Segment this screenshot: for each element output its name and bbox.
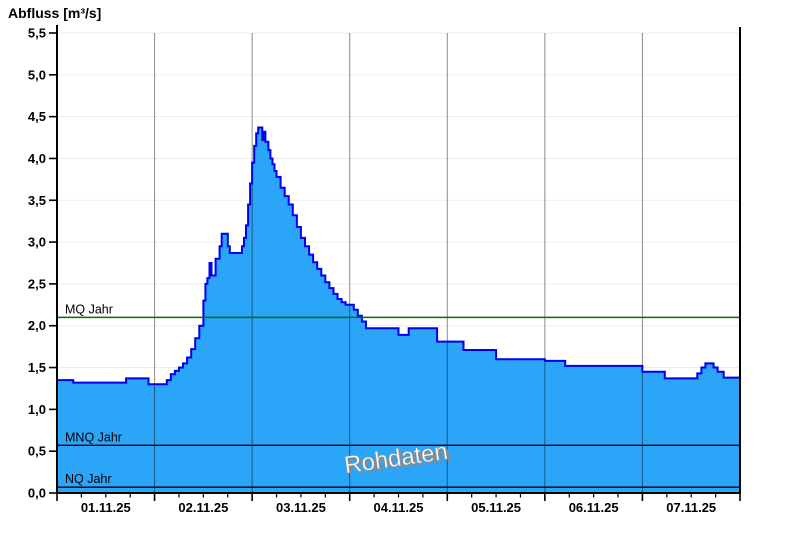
y-tick-label: 5,0 xyxy=(28,67,46,82)
x-tick-label: 02.11.25 xyxy=(178,500,228,515)
y-tick-label: 3,0 xyxy=(28,235,46,250)
discharge-area xyxy=(57,127,740,493)
y-tick-label: 2,0 xyxy=(28,318,46,333)
y-tick-label: 2,5 xyxy=(28,276,46,291)
y-tick-label: 4,0 xyxy=(28,151,46,166)
nq-reference-label: NQ Jahr xyxy=(65,472,112,486)
y-tick-label: 0,0 xyxy=(28,486,46,501)
y-tick-label: 1,5 xyxy=(28,360,46,375)
x-tick-label: 07.11.25 xyxy=(666,500,716,515)
y-tick-label: 0,5 xyxy=(28,444,46,459)
mq-reference-label: MQ Jahr xyxy=(65,302,113,316)
y-tick-label: 5,5 xyxy=(28,26,46,41)
x-tick-label: 05.11.25 xyxy=(471,500,521,515)
x-tick-label: 03.11.25 xyxy=(276,500,326,515)
mnq-reference-label: MNQ Jahr xyxy=(65,430,122,444)
y-tick-label: 3,5 xyxy=(28,193,46,208)
y-tick-label: 4,5 xyxy=(28,109,46,124)
y-tick-label: 1,0 xyxy=(28,402,46,417)
x-tick-label: 01.11.25 xyxy=(81,500,131,515)
chart-title: Abfluss [m³/s] xyxy=(8,5,102,21)
x-tick-label: 04.11.25 xyxy=(374,500,424,515)
x-tick-label: 06.11.25 xyxy=(569,500,619,515)
